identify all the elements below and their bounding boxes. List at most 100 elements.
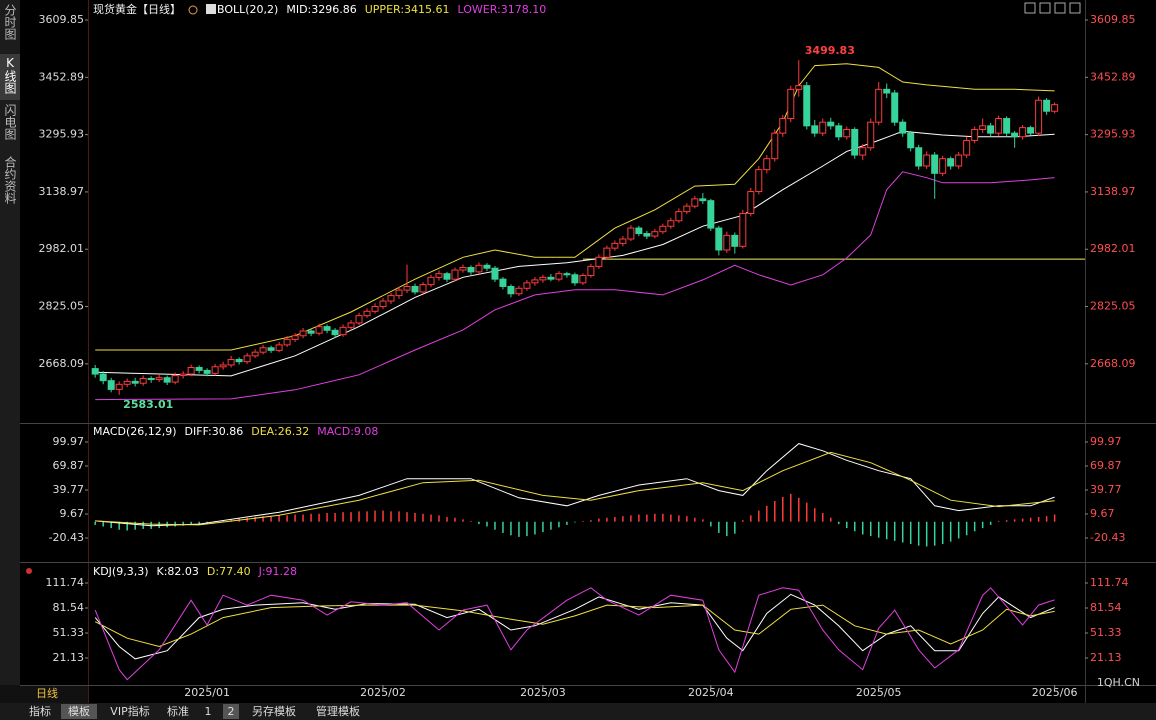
boll-icon[interactable] xyxy=(206,4,216,14)
y-tick-label-right: 2825.05 xyxy=(1090,300,1136,313)
sidebar-tab[interactable]: 合约资料 xyxy=(3,155,17,204)
candle-body xyxy=(355,315,363,324)
candle-body xyxy=(1019,127,1027,138)
indicator-line xyxy=(95,63,1055,351)
legend-item: MACD:9.08 xyxy=(317,425,378,438)
tab[interactable]: 模板 xyxy=(68,704,90,718)
candle-body xyxy=(795,85,803,90)
candle-body xyxy=(659,225,667,233)
icon[interactable] xyxy=(1039,2,1051,14)
candle-body xyxy=(299,330,307,337)
candle-body xyxy=(747,191,755,214)
x-tick-label: 2025/02 xyxy=(360,686,406,699)
candle-body xyxy=(307,330,315,334)
candle-body xyxy=(835,125,843,138)
candle-body xyxy=(227,358,235,366)
candle-body xyxy=(427,276,435,286)
candle-body xyxy=(451,269,459,280)
y-tick-label-right: 69.87 xyxy=(1090,459,1122,472)
candle-body xyxy=(539,276,547,281)
candle-body xyxy=(827,121,835,127)
candle-body xyxy=(875,88,883,123)
candle-body xyxy=(819,121,827,134)
tab[interactable]: 2 xyxy=(228,705,235,718)
candle-body xyxy=(755,169,763,193)
y-tick-label: 9.67 xyxy=(60,507,85,520)
candle-body xyxy=(507,285,515,295)
indicator-line xyxy=(95,171,1055,401)
y-tick-label: 2668.09 xyxy=(39,357,85,370)
candle-body xyxy=(411,285,419,293)
candle-body xyxy=(587,265,595,277)
candle-body xyxy=(955,154,963,167)
kdj-icon[interactable] xyxy=(26,568,32,574)
icon[interactable] xyxy=(1054,2,1066,14)
sidebar-tab[interactable]: K线图 xyxy=(3,56,17,94)
tab[interactable]: VIP指标 xyxy=(110,704,149,718)
candle-body xyxy=(403,285,411,291)
indicator-line xyxy=(94,593,1055,660)
y-tick-label: 111.74 xyxy=(46,576,85,589)
y-tick-label-right: 3609.85 xyxy=(1090,13,1136,26)
window-icons[interactable] xyxy=(1024,2,1081,14)
icon[interactable] xyxy=(1024,2,1036,14)
candle-body xyxy=(107,380,115,390)
x-tick-label: 2025/06 xyxy=(1032,686,1078,699)
candle-body xyxy=(443,273,451,280)
candle-body xyxy=(859,147,867,156)
candle-body xyxy=(131,380,139,384)
candle-body xyxy=(323,326,331,331)
candle-body xyxy=(475,264,483,273)
candle-body xyxy=(683,205,691,213)
icon[interactable] xyxy=(1069,2,1081,14)
indicator-line xyxy=(95,130,1055,377)
candle-body xyxy=(331,329,339,336)
chart-title: 现货黄金【日线】 xyxy=(93,2,181,16)
sidebar-tab[interactable]: 分时图 xyxy=(3,4,17,40)
legend-item: MID:3296.86 xyxy=(286,3,356,16)
candle-body xyxy=(283,338,291,346)
candle-body xyxy=(627,227,635,240)
y-tick-label: 21.13 xyxy=(53,651,85,664)
tab[interactable]: 标准 xyxy=(167,704,189,718)
candle-body xyxy=(915,147,923,167)
y-tick-label: -20.43 xyxy=(49,531,84,544)
candle-body xyxy=(771,132,779,160)
candle-body xyxy=(619,238,627,244)
tab[interactable]: 1 xyxy=(205,705,212,718)
legend-item: D:77.40 xyxy=(207,565,251,578)
candle-body xyxy=(643,233,651,237)
sidebar-tab[interactable]: 闪电图 xyxy=(3,104,17,140)
candle-body xyxy=(363,310,371,317)
settings-icon[interactable] xyxy=(188,5,198,15)
y-tick-label-right: -20.43 xyxy=(1090,531,1125,544)
candle-body xyxy=(547,276,555,280)
y-tick-label: 3138.97 xyxy=(39,185,85,198)
candle-body xyxy=(163,377,171,383)
candle-body xyxy=(603,247,611,258)
candle-body xyxy=(1003,118,1011,134)
candle-body xyxy=(763,158,771,171)
candle-body xyxy=(883,88,891,94)
candle-body xyxy=(259,347,267,353)
legend-item: KDJ(9,3,3) xyxy=(93,565,149,578)
tab-active xyxy=(223,704,239,719)
y-tick-label: 69.87 xyxy=(53,459,85,472)
indicator-line xyxy=(94,604,1055,648)
tab-active xyxy=(61,704,97,719)
tab[interactable]: 管理模板 xyxy=(316,704,360,718)
y-tick-label: 2825.05 xyxy=(39,300,85,313)
candle-body xyxy=(379,300,387,308)
candle-body xyxy=(419,284,427,293)
candle-body xyxy=(579,275,587,284)
tab[interactable]: 指标 xyxy=(29,704,51,718)
sidebar-active xyxy=(0,54,20,100)
candle-body xyxy=(123,380,131,385)
candle-body xyxy=(459,266,467,271)
candle-body xyxy=(691,198,699,207)
candle-body xyxy=(995,118,1003,134)
period-box xyxy=(0,685,88,703)
tab[interactable]: 另存模板 xyxy=(252,704,296,718)
legend-item: J:91.28 xyxy=(258,565,297,578)
